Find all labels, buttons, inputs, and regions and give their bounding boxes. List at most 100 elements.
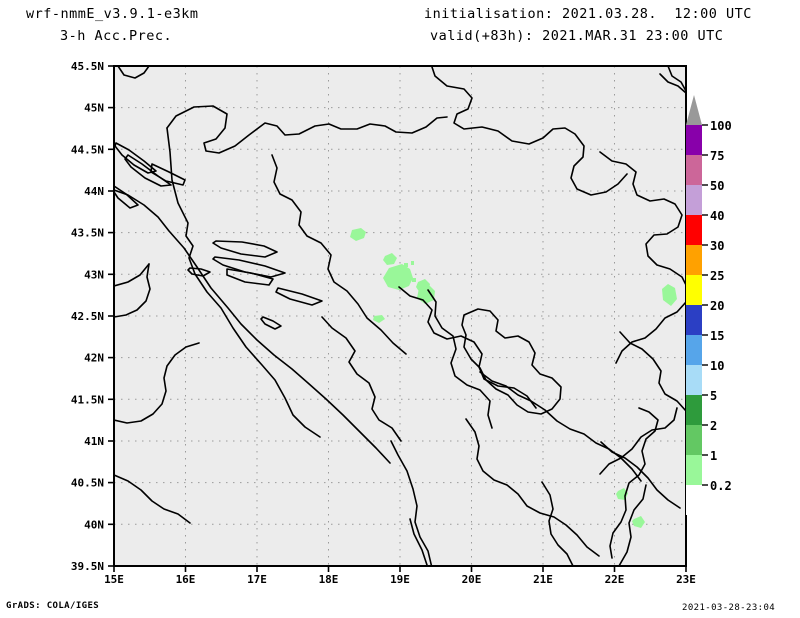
- island-brac: [212, 240, 278, 258]
- colorbar-label: 40: [710, 209, 724, 223]
- y-tick-label: 45N: [84, 102, 104, 115]
- colorbar-band-below-0.2[interactable]: [686, 485, 702, 515]
- colorbar-band-1-2[interactable]: [686, 425, 702, 455]
- bulgaria-greece-border: [600, 441, 681, 509]
- italy-coast-north: [114, 263, 151, 318]
- x-tick-label: 17E: [247, 573, 267, 586]
- precip-cell: [383, 264, 413, 290]
- y-tick-label: 41N: [84, 435, 104, 448]
- colorbar-band-20-25[interactable]: [686, 275, 702, 305]
- grads-credit: GrADS: COLA/IGES: [6, 601, 100, 611]
- italy-coast-segment: [114, 263, 150, 287]
- italy-adriatic-coast: [114, 342, 200, 424]
- precip-cell: [404, 263, 408, 267]
- valid-time: valid(+83h): 2021.MAR.31 23:00 UTC: [430, 28, 724, 44]
- x-tick-label: 23E: [676, 573, 696, 586]
- colorbar-label: 5: [710, 389, 717, 403]
- precip-cell: [373, 315, 385, 323]
- y-tick-label: 40N: [84, 518, 104, 531]
- colorbar-band-15-20[interactable]: [686, 305, 702, 335]
- x-tick-label: 16E: [176, 573, 196, 586]
- y-tick-label: 42.5N: [71, 310, 104, 323]
- y-axis-labels: 39.5N 40N 40.5N 41N 41.5N 42N 42.5N 43N …: [71, 60, 104, 573]
- greece-south-coast: [618, 484, 647, 566]
- colorbar-label: 0.2: [710, 479, 732, 493]
- island-korcula: [226, 268, 274, 286]
- colorbar-band-30-40[interactable]: [686, 215, 702, 245]
- colorbar-label: 10: [710, 359, 724, 373]
- island-pag: [150, 163, 186, 186]
- island-krk: [114, 142, 157, 174]
- colorbar-label: 30: [710, 239, 724, 253]
- hungary-romania-serbia-border: [430, 66, 628, 196]
- island-mljet: [260, 316, 282, 330]
- island-cres: [124, 154, 172, 187]
- colorbar-band-75-100[interactable]: [686, 125, 702, 155]
- y-tick-label: 43N: [84, 268, 104, 281]
- colorbar-band-50-75[interactable]: [686, 155, 702, 185]
- montenegro-coast: [321, 316, 402, 442]
- graticule-grid: [114, 66, 687, 566]
- kosovo-border: [461, 308, 562, 415]
- greece-aegean-coast: [599, 407, 678, 475]
- colorbar-label: 2: [710, 419, 717, 433]
- colorbar-label: 75: [710, 149, 724, 163]
- precip-cell: [632, 516, 645, 528]
- precip-cell: [662, 284, 677, 306]
- precip-cell: [383, 253, 397, 265]
- x-tick-label: 20E: [462, 573, 482, 586]
- colorbar-band-40-50[interactable]: [686, 185, 702, 215]
- serbia-bulgaria-border: [599, 151, 686, 364]
- render-timestamp: 2021-03-28-23:04: [682, 603, 776, 613]
- colorbar-label: 1: [710, 449, 717, 463]
- macedonia-north-border: [479, 371, 642, 482]
- y-tick-label: 40.5N: [71, 477, 104, 490]
- precip-cell: [411, 261, 414, 265]
- bosnia-border-west: [271, 154, 407, 355]
- romania-corner-2: [659, 73, 686, 94]
- macedonia-greece-border: [465, 418, 600, 557]
- colorbar-label: 50: [710, 179, 724, 193]
- coastline-and-borders: [114, 66, 686, 566]
- chalkidiki-coast: [609, 407, 659, 559]
- albania-coastline: [390, 440, 433, 566]
- colorbar-band-0.2-1[interactable]: [686, 455, 702, 485]
- initialisation-time: initialisation: 2021.03.28. 12:00 UTC: [424, 6, 752, 22]
- precip-cell: [350, 228, 366, 241]
- x-tick-label: 19E: [390, 573, 410, 586]
- colorbar-label: 15: [710, 329, 724, 343]
- italy-south-coast: [114, 474, 191, 524]
- island-vis: [187, 267, 211, 277]
- romania-corner: [667, 66, 686, 92]
- colorbar[interactable]: 100 75 50 40 30 25 20 15 10 5 2 1 0.2: [686, 95, 732, 515]
- precip-cell: [412, 278, 416, 282]
- x-axis-labels: 15E 16E 17E 18E 19E 20E 21E 22E 23E: [104, 573, 696, 586]
- x-tick-label: 18E: [319, 573, 339, 586]
- y-tick-label: 41.5N: [71, 393, 104, 406]
- colorbar-label: 100: [710, 119, 732, 133]
- island-hvar: [212, 256, 286, 278]
- y-tick-label: 44N: [84, 185, 104, 198]
- colorbar-band-10-15[interactable]: [686, 335, 702, 365]
- y-tick-label: 43.5N: [71, 227, 104, 240]
- island-dugi-otok: [114, 185, 139, 209]
- colorbar-band-25-30[interactable]: [686, 245, 702, 275]
- colorbar-band-5-10[interactable]: [686, 365, 702, 395]
- colorbar-ticks: [702, 124, 708, 486]
- x-tick-label: 21E: [533, 573, 553, 586]
- field-title: 3-h Acc.Prec.: [60, 28, 173, 44]
- axis-ticks: [108, 65, 687, 572]
- y-tick-label: 45.5N: [71, 60, 104, 73]
- x-tick-label: 22E: [605, 573, 625, 586]
- y-tick-label: 39.5N: [71, 560, 104, 573]
- serbia-internal-border: [427, 289, 493, 429]
- colorbar-band-2-5[interactable]: [686, 395, 702, 425]
- map-background: [114, 66, 686, 566]
- croatia-coastline: [166, 127, 321, 438]
- colorbar-arrow-cap: [686, 95, 702, 125]
- y-tick-label: 44.5N: [71, 143, 104, 156]
- croatia-hungary-border: [166, 105, 448, 154]
- dalmatian-coastline: [114, 189, 391, 464]
